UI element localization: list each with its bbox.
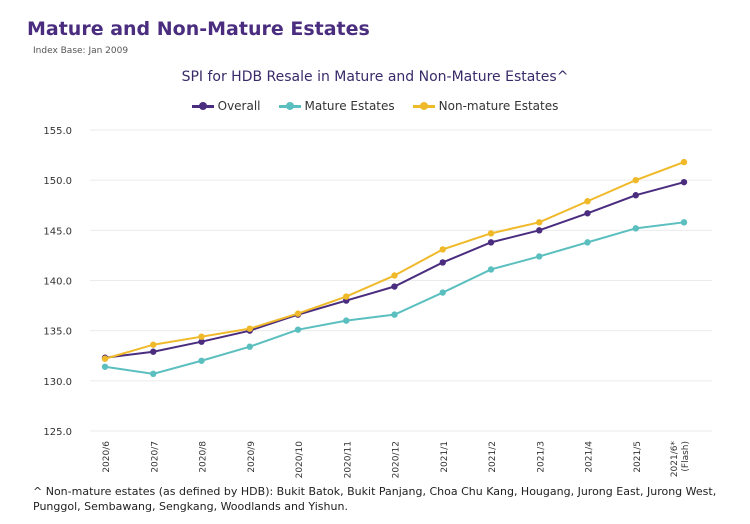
data-point bbox=[101, 355, 109, 362]
data-point bbox=[536, 253, 543, 260]
data-point bbox=[632, 176, 639, 184]
x-tick-label: (Flash) bbox=[681, 441, 691, 472]
legend-label: Mature Estates bbox=[304, 99, 395, 113]
data-point bbox=[584, 239, 591, 246]
data-point bbox=[198, 333, 205, 340]
x-tick-label: 2021/6* bbox=[670, 441, 680, 478]
y-tick-label: 130.0 bbox=[43, 377, 72, 388]
y-tick-label: 140.0 bbox=[43, 277, 72, 288]
data-point bbox=[198, 357, 205, 364]
legend-item-non-mature: Non-mature Estates bbox=[412, 99, 559, 113]
data-point bbox=[487, 266, 495, 273]
data-point bbox=[246, 325, 253, 332]
footnote: ^ Non-mature estates (as defined by HDB)… bbox=[33, 485, 717, 513]
y-tick-label: 125.0 bbox=[43, 427, 72, 438]
legend-label: Non-mature Estates bbox=[438, 99, 559, 113]
data-point bbox=[343, 317, 350, 324]
data-point bbox=[536, 219, 543, 226]
x-tick-label: 2020/8 bbox=[199, 441, 209, 473]
data-point bbox=[101, 363, 109, 370]
legend-swatch bbox=[412, 101, 435, 110]
y-tick-label: 155.0 bbox=[43, 126, 72, 137]
data-point bbox=[439, 259, 446, 266]
legend-swatch bbox=[278, 101, 301, 110]
legend-label: Overall bbox=[217, 99, 261, 113]
y-tick-label: 135.0 bbox=[43, 327, 72, 338]
series-line bbox=[104, 161, 685, 360]
x-tick-label: 2021/5 bbox=[633, 441, 643, 473]
data-point bbox=[584, 210, 591, 217]
data-point bbox=[487, 239, 495, 246]
x-tick-label: 2021/1 bbox=[440, 441, 450, 473]
data-point bbox=[680, 219, 688, 226]
data-point bbox=[584, 198, 591, 205]
data-point bbox=[536, 227, 543, 234]
chart-title: SPI for HDB Resale in Mature and Non-Mat… bbox=[181, 69, 569, 85]
data-point bbox=[632, 192, 639, 199]
y-tick-label: 145.0 bbox=[43, 226, 72, 237]
data-point bbox=[294, 310, 302, 317]
data-point bbox=[294, 326, 302, 333]
data-point bbox=[680, 158, 688, 166]
series-line bbox=[104, 181, 685, 359]
x-tick-label: 2021/3 bbox=[536, 441, 546, 473]
data-point bbox=[150, 341, 157, 348]
x-tick-label: 2020/10 bbox=[295, 441, 305, 479]
legend-item-overall: Overall bbox=[191, 99, 261, 113]
data-point bbox=[150, 348, 157, 355]
data-point bbox=[198, 338, 205, 345]
page-title: Mature and Non-Mature Estates bbox=[27, 18, 370, 40]
data-point bbox=[680, 178, 688, 186]
series-line bbox=[104, 221, 685, 375]
y-tick-label: 150.0 bbox=[43, 176, 72, 187]
data-point bbox=[391, 272, 398, 279]
x-tick-label: 2020/12 bbox=[392, 441, 402, 478]
x-tick-label: 2020/9 bbox=[247, 441, 257, 473]
x-tick-label: 2020/7 bbox=[150, 441, 160, 473]
index-base-subtitle: Index Base: Jan 2009 bbox=[33, 46, 129, 56]
data-point bbox=[391, 283, 398, 290]
legend-swatch bbox=[191, 101, 214, 110]
x-tick-label: 2021/4 bbox=[585, 441, 595, 473]
chart-legend: Overall Mature Estates Non-mature Estate… bbox=[0, 99, 750, 113]
data-point bbox=[150, 370, 157, 378]
data-point bbox=[487, 230, 495, 237]
data-point bbox=[246, 343, 253, 350]
x-tick-label: 2020/6 bbox=[102, 441, 112, 473]
data-point bbox=[439, 289, 446, 296]
data-point bbox=[439, 246, 446, 253]
x-tick-label: 2021/2 bbox=[488, 441, 498, 473]
data-point bbox=[343, 293, 350, 300]
data-point bbox=[391, 311, 398, 318]
legend-item-mature: Mature Estates bbox=[278, 99, 395, 113]
x-tick-label: 2020/11 bbox=[343, 441, 353, 478]
data-point bbox=[632, 225, 639, 232]
